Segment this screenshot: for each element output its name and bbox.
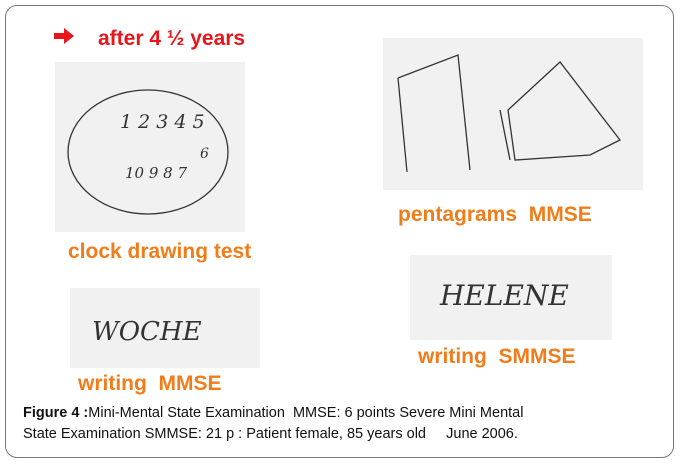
pentagram-scan [383,38,643,190]
caption-text: Mini-Mental State Examination MMSE: 6 po… [88,405,523,421]
clock-digits: 1 2 3 4 5 [120,111,205,133]
panel-label: clock drawing test [68,240,251,264]
clock-digits: 10 9 8 7 [125,164,187,182]
caption: Figure 4 :Mini-Mental State Examination … [23,405,523,421]
panel-label: writing MMSE [78,372,222,396]
figure: 1 2 3 4 5 6 10 9 8 7 HELENE WOCHE after … [0,0,681,464]
arrow [54,28,74,44]
handwriting: WOCHE [92,317,202,347]
clock-digits: 6 [200,146,209,162]
header-title: after 4 ½ years [98,27,245,51]
clock-scan [55,62,245,232]
handwriting: HELENE [439,279,569,312]
caption-text: State Examination SMMSE: 21 p : Patient … [23,426,518,442]
panel-label: writing SMMSE [418,345,576,369]
panel-label: pentagrams MMSE [398,203,592,227]
caption-label: Figure 4 : [23,405,88,421]
